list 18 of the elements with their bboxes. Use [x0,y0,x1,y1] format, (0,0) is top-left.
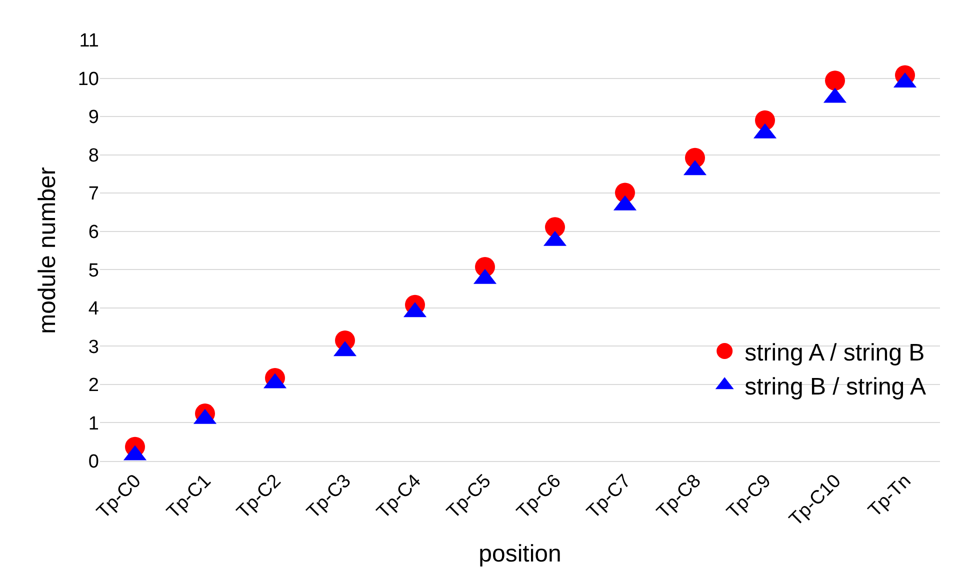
y-tick-label: 8 [88,145,99,166]
legend-label: string A / string B [744,339,925,366]
point [825,70,845,91]
legend-label: string B / string A [744,374,926,401]
x-axis-title: position [478,540,562,568]
y-tick-label: 1 [88,413,99,434]
y-tick-label: 11 [79,30,99,52]
y-tick-label: 2 [88,375,99,396]
y-tick-label: 3 [88,336,99,358]
y-tick-label: 7 [88,184,99,205]
y-tick-label: 6 [88,222,99,244]
y-tick-label: 9 [88,107,99,128]
y-axis-title: module number [34,167,61,334]
y-tick-label: 5 [88,260,99,282]
point [545,217,565,238]
y-tick-label: 4 [88,298,100,320]
y-tick-label: 0 [88,452,99,473]
y-tick-label: 10 [78,68,99,90]
